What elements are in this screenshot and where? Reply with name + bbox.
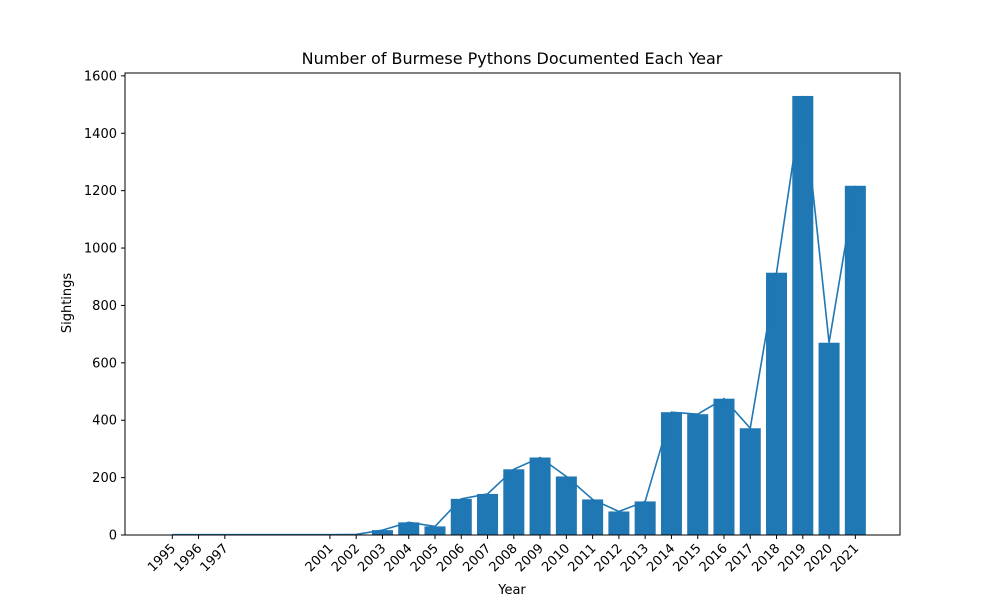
x-tick-label: 2003: [355, 541, 389, 575]
x-tick-label: 2007: [460, 541, 494, 575]
bar-2007: [477, 493, 499, 535]
x-tick-label: 2017: [723, 541, 757, 575]
x-tick-label: 2015: [671, 541, 705, 575]
bar-2009: [529, 457, 551, 535]
x-tick-label: 2016: [697, 541, 731, 575]
chart-title: Number of Burmese Pythons Documented Eac…: [302, 49, 723, 68]
y-tick-label: 1200: [84, 184, 117, 199]
bar-2020: [818, 342, 840, 535]
x-tick-label: 2013: [618, 541, 652, 575]
bar-2019: [792, 95, 814, 536]
bar-2005: [424, 526, 446, 535]
x-tick-label: 2010: [539, 541, 573, 575]
y-tick-label: 0: [109, 529, 117, 544]
bar-2011: [582, 499, 604, 535]
bar-2006: [450, 498, 472, 535]
x-tick-label: 1997: [198, 541, 232, 575]
x-tick-label: 2014: [644, 541, 678, 575]
bar-2008: [503, 469, 525, 535]
bar-2015: [687, 414, 709, 535]
trend-line: [172, 95, 857, 536]
x-axis-label: Year: [497, 583, 526, 598]
x-tick-label: 1995: [145, 541, 179, 575]
y-axis-label: Sightings: [60, 273, 75, 334]
bar-2017: [739, 428, 761, 535]
y-axis: 0 200 400 600 800 1000 1200 1400 1600: [84, 69, 125, 544]
x-tick-label: 2019: [776, 541, 810, 575]
y-tick-label: 200: [92, 471, 117, 486]
x-tick-label: 2011: [565, 541, 599, 575]
y-tick-label: 600: [92, 356, 117, 371]
x-tick-label: 2020: [802, 541, 836, 575]
plot-frame: [124, 72, 901, 536]
x-tick-label: 2001: [303, 541, 337, 575]
bars: [161, 95, 866, 536]
x-tick-label: 2012: [592, 541, 626, 575]
bar-2016: [713, 398, 735, 535]
y-tick-label: 1400: [84, 127, 117, 142]
bar-2012: [608, 511, 630, 535]
x-tick-label: 2002: [329, 541, 363, 575]
x-tick-label: 2018: [749, 541, 783, 575]
x-tick-label: 2006: [434, 541, 468, 575]
bar-2013: [634, 501, 656, 535]
bar-2003: [371, 530, 393, 535]
x-tick-label: 2004: [382, 541, 416, 575]
y-tick-label: 1000: [84, 242, 117, 257]
x-tick-label: 2021: [828, 541, 862, 575]
y-tick-label: 800: [92, 299, 117, 314]
x-tick-label: 2005: [408, 541, 442, 575]
x-tick-label: 2008: [487, 541, 521, 575]
x-tick-label: 1996: [171, 541, 205, 575]
y-tick-label: 1600: [84, 69, 117, 84]
y-tick-label: 400: [92, 414, 117, 429]
x-tick-label: 2009: [513, 541, 547, 575]
bar-2014: [660, 412, 682, 535]
trend-line-path: [172, 95, 857, 536]
bar-2021: [844, 185, 866, 535]
bar-2004: [398, 522, 420, 535]
bar-2018: [766, 272, 788, 535]
bar-2010: [555, 476, 577, 535]
